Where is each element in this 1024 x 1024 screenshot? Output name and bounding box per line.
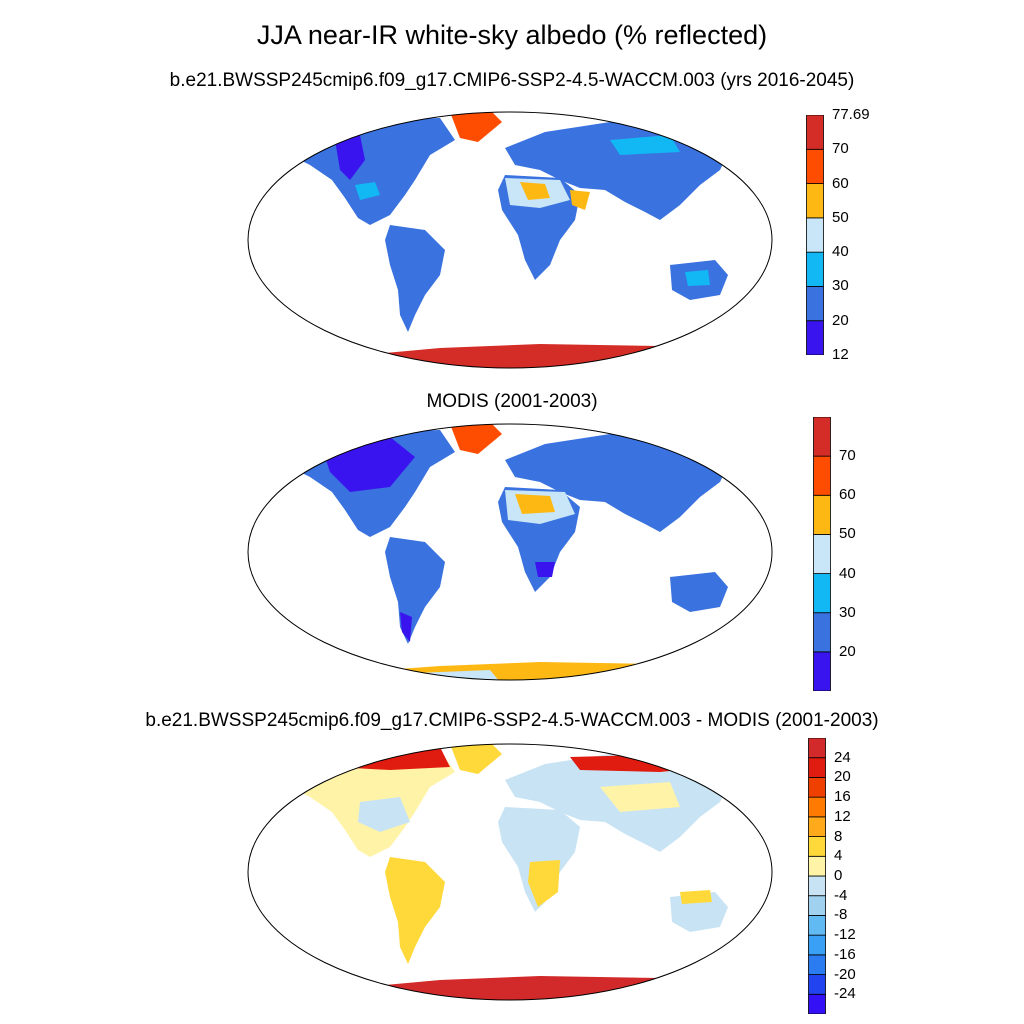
colorbar-tick-label: 4 xyxy=(834,847,843,865)
colorbar-swatch xyxy=(808,796,826,818)
colorbar-swatch xyxy=(813,494,831,535)
colorbar-swatch xyxy=(808,777,826,798)
region-south-africa xyxy=(528,860,560,907)
continent-australia xyxy=(670,572,728,612)
colorbar-tick-label: 24 xyxy=(834,748,851,766)
colorbar-tick-label: 40 xyxy=(839,564,856,582)
map-border xyxy=(247,423,773,681)
colorbar-swatch xyxy=(806,183,824,219)
region-australia-desert xyxy=(685,270,710,286)
colorbar-swatch xyxy=(808,993,826,1014)
colorbar-tick-label: 60 xyxy=(832,174,849,192)
colorbar-tick-label: 30 xyxy=(839,603,856,621)
colorbar-swatch xyxy=(806,251,824,287)
colorbar-tick-label: -4 xyxy=(834,886,848,904)
colorbar-difference: -24 -20 -16 -12 -8 -4 0 4 8 12 16 20 24 xyxy=(808,738,856,1014)
colorbar-swatch xyxy=(808,954,826,975)
colorbar-swatch xyxy=(806,320,824,355)
colorbar-swatches xyxy=(808,738,826,1014)
colorbar-swatch xyxy=(813,417,831,457)
region-eurasia-warm xyxy=(600,782,680,812)
map-panel-modis xyxy=(240,412,780,692)
colorbar-swatch xyxy=(808,875,826,897)
colorbar-tick-label: 12 xyxy=(832,346,849,363)
panel-2-subtitle: MODIS (2001-2003) xyxy=(426,391,598,412)
colorbar-tick-label: 30 xyxy=(832,277,849,295)
map-panel-difference xyxy=(240,732,780,1012)
colorbar-swatch xyxy=(808,836,826,857)
map-border xyxy=(247,743,773,1001)
colorbar-swatch xyxy=(806,217,824,253)
continent-south-america xyxy=(385,537,445,644)
continent-africa xyxy=(498,807,580,912)
region-greenland xyxy=(450,744,502,774)
continent-south-america xyxy=(385,225,445,332)
colorbar-tick-label: 50 xyxy=(839,525,856,543)
colorbar-modis: 20 30 40 50 60 70 xyxy=(813,417,856,691)
colorbar-swatch xyxy=(806,148,824,184)
region-siberia-bright xyxy=(610,135,680,155)
region-arabia xyxy=(570,190,590,210)
colorbar-tick-label: -24 xyxy=(834,985,856,1003)
colorbar-tick-label: 77.69 xyxy=(832,106,870,123)
colorbar-swatch xyxy=(813,651,831,691)
continent-eurasia xyxy=(505,434,730,532)
colorbar-swatch xyxy=(813,612,831,653)
colorbar-swatch xyxy=(813,573,831,614)
colorbar-swatch xyxy=(808,816,826,837)
colorbar-swatches xyxy=(813,417,831,691)
region-na-east xyxy=(358,797,410,832)
figure-title: JJA near-IR white-sky albedo (% reflecte… xyxy=(256,20,768,50)
continent-south-america xyxy=(385,857,445,964)
colorbar-swatch xyxy=(808,915,826,936)
colorbar-tick-label: -12 xyxy=(834,926,856,944)
world-map-model xyxy=(247,111,773,369)
colorbar-tick-label: 60 xyxy=(839,486,856,504)
colorbar-swatches xyxy=(806,115,824,355)
colorbar-tick-label: -16 xyxy=(834,945,856,963)
colorbar-swatch xyxy=(813,534,831,574)
colorbar-swatch xyxy=(808,757,826,778)
colorbar-tick-label: -20 xyxy=(834,965,856,983)
region-na-plains xyxy=(355,182,380,200)
colorbar-tick-label: 0 xyxy=(834,867,843,884)
colorbar-tick-label: 40 xyxy=(832,243,849,261)
colorbar-swatch xyxy=(813,455,831,496)
world-map-difference xyxy=(247,743,773,1001)
colorbar-swatch xyxy=(806,115,824,150)
colorbar-swatch xyxy=(808,934,826,956)
panel-1-subtitle: b.e21.BWSSP245cmip6.f09_g17.CMIP6-SSP2-4… xyxy=(169,70,855,91)
region-sahara-bright xyxy=(515,494,555,514)
panel-3-subtitle: b.e21.BWSSP245cmip6.f09_g17.CMIP6-SSP2-4… xyxy=(145,710,879,731)
colorbar-tick-label: 70 xyxy=(832,140,849,158)
region-greenland xyxy=(450,424,502,454)
colorbar-tick-label: 50 xyxy=(832,208,849,226)
region-australia-north xyxy=(680,890,712,904)
map-panel-model xyxy=(240,100,780,380)
region-central-africa xyxy=(535,562,555,577)
region-greenland xyxy=(450,112,502,142)
colorbar-tick-label: 20 xyxy=(832,311,849,329)
region-antarctica-light xyxy=(390,670,500,680)
colorbar-tick-label: 12 xyxy=(834,807,851,825)
region-andes xyxy=(400,612,412,642)
colorbar-swatch xyxy=(808,895,826,916)
colorbar-swatch xyxy=(808,855,826,877)
region-eurasia-arctic xyxy=(570,754,710,772)
colorbar-swatch xyxy=(808,974,826,995)
world-map-modis xyxy=(247,423,773,681)
colorbar-swatch xyxy=(806,286,824,322)
colorbar-tick-label: 70 xyxy=(839,447,856,465)
colorbar-swatch xyxy=(808,738,826,759)
colorbar-model: 12 20 30 40 50 60 70 77.69 xyxy=(806,107,870,362)
colorbar-tick-label: 8 xyxy=(834,827,843,845)
colorbar-tick-label: -8 xyxy=(834,906,848,924)
region-sahara-bright xyxy=(520,182,550,200)
colorbar-tick-label: 16 xyxy=(834,788,851,806)
colorbar-tick-label: 20 xyxy=(834,768,851,786)
colorbar-tick-label: 20 xyxy=(839,642,856,660)
map-border xyxy=(247,111,773,369)
continent-north-america xyxy=(280,118,455,225)
region-na-boreal xyxy=(335,135,365,180)
